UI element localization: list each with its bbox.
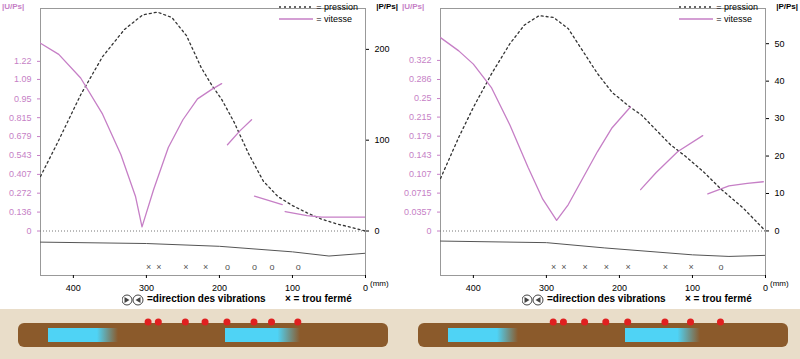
- html-text:|U/Ps|: |U/Ps|: [402, 2, 425, 11]
- html-text:= vitesse: = vitesse: [716, 14, 752, 24]
- svg-text:400: 400: [66, 283, 81, 293]
- svg-text:100: 100: [285, 283, 300, 293]
- html-text:=direction des vibrations: =direction des vibrations: [547, 293, 666, 304]
- svg-text:50: 50: [775, 39, 785, 49]
- svg-text:o: o: [252, 262, 257, 272]
- svg-text:40: 40: [775, 76, 785, 86]
- svg-text:×: ×: [146, 262, 151, 272]
- svg-text:0: 0: [763, 283, 768, 293]
- svg-text:20: 20: [775, 151, 785, 161]
- svg-text:×: ×: [688, 262, 693, 272]
- html-text:|P/Ps|: |P/Ps|: [376, 2, 398, 11]
- html-text:= pression: = pression: [716, 2, 758, 12]
- svg-text:100: 100: [375, 135, 390, 145]
- svg-text:o: o: [225, 262, 230, 272]
- svg-text:0.679: 0.679: [9, 131, 32, 141]
- svg-text:0.815: 0.815: [9, 113, 32, 123]
- svg-text:300: 300: [539, 283, 554, 293]
- svg-text:0.179: 0.179: [409, 131, 432, 141]
- svg-text:0: 0: [363, 283, 368, 293]
- svg-text:400: 400: [466, 283, 481, 293]
- svg-text:0.272: 0.272: [9, 188, 32, 198]
- svg-text:0.322: 0.322: [409, 55, 432, 65]
- svg-text:0.0715: 0.0715: [404, 188, 432, 198]
- svg-text:0: 0: [26, 226, 31, 236]
- svg-text:0.95: 0.95: [14, 94, 32, 104]
- svg-text:×: ×: [582, 262, 587, 272]
- svg-text:×: ×: [156, 262, 161, 272]
- html-text:|P/Ps|: |P/Ps|: [776, 2, 798, 11]
- svg-text:0.407: 0.407: [9, 169, 32, 179]
- svg-text:×: ×: [626, 262, 631, 272]
- svg-text:×: ×: [604, 262, 609, 272]
- svg-text:×: ×: [561, 262, 566, 272]
- html-text:× = trou fermé: × = trou fermé: [685, 293, 752, 304]
- svg-text:200: 200: [212, 283, 227, 293]
- svg-text:200: 200: [612, 283, 627, 293]
- html-text:=direction des vibrations: =direction des vibrations: [147, 293, 266, 304]
- svg-text:0.0357: 0.0357: [404, 207, 432, 217]
- svg-text:0.543: 0.543: [9, 150, 32, 160]
- html-text:= vitesse: = vitesse: [316, 14, 352, 24]
- svg-text:o: o: [718, 262, 723, 272]
- svg-text:0.286: 0.286: [409, 74, 432, 84]
- html-text:(mm): (mm): [370, 279, 389, 288]
- svg-text:0.107: 0.107: [409, 169, 432, 179]
- svg-text:0: 0: [375, 226, 380, 236]
- svg-text:×: ×: [663, 262, 668, 272]
- svg-text:200: 200: [375, 44, 390, 54]
- svg-text:10: 10: [775, 188, 785, 198]
- html-text:× = trou fermé: × = trou fermé: [285, 293, 352, 304]
- svg-text:×: ×: [183, 262, 188, 272]
- svg-text:1.09: 1.09: [14, 74, 32, 84]
- html-text:(mm): (mm): [770, 279, 789, 288]
- svg-text:1.22: 1.22: [14, 56, 32, 66]
- svg-text:100: 100: [685, 283, 700, 293]
- svg-text:0: 0: [426, 226, 431, 236]
- svg-text:0: 0: [775, 226, 780, 236]
- svg-text:o: o: [270, 262, 275, 272]
- html-text:|U/Ps|: |U/Ps|: [2, 2, 25, 11]
- svg-text:300: 300: [139, 283, 154, 293]
- svg-text:30: 30: [775, 113, 785, 123]
- svg-text:0.143: 0.143: [409, 150, 432, 160]
- svg-text:o: o: [296, 262, 301, 272]
- svg-text:×: ×: [551, 262, 556, 272]
- svg-text:0.25: 0.25: [414, 93, 432, 103]
- svg-text:0.215: 0.215: [409, 112, 432, 122]
- svg-text:0.136: 0.136: [9, 207, 32, 217]
- svg-text:×: ×: [203, 262, 208, 272]
- html-text:= pression: = pression: [316, 2, 358, 12]
